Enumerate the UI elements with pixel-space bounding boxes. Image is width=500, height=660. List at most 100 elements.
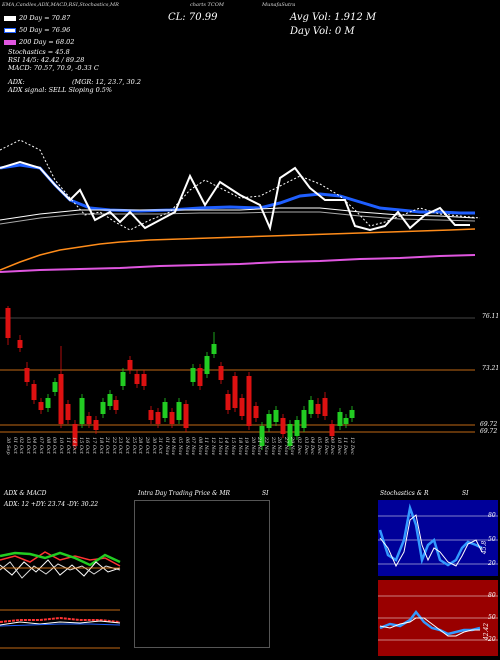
candle-body — [58, 374, 64, 424]
date-label: 03 Oct — [24, 437, 31, 454]
candle-body — [169, 412, 175, 424]
candle-body — [218, 366, 224, 380]
legend-ema20-text: 20 Day = 70.87 — [19, 14, 71, 22]
candle-body — [253, 406, 259, 418]
date-label: 09 Oct — [51, 437, 58, 454]
candles — [5, 306, 355, 450]
date-label: 18 Nov — [236, 437, 243, 456]
macd-white-line — [0, 620, 121, 626]
date-label: 07 Oct — [38, 437, 45, 454]
date-label: 06 Nov — [183, 437, 190, 456]
date-label: 09 Dec — [329, 437, 336, 455]
date-label: 10 Oct — [57, 437, 64, 454]
candle-body — [294, 420, 300, 436]
candle-body — [329, 424, 335, 436]
price-dotted-line — [0, 139, 481, 231]
adx-white-line — [0, 559, 121, 577]
rsi-value: 42.42 — [483, 622, 491, 641]
macd-red-line — [0, 616, 121, 623]
candle-body — [190, 368, 196, 382]
date-label: 14 Oct — [71, 437, 78, 454]
date-label: 12 Dec — [349, 437, 355, 455]
avg-volume-label: Avg Vol: 1.912 M — [290, 12, 377, 23]
date-label: 04 Dec — [309, 437, 316, 455]
adx-panel-values: ADX: 12 +DY: 23.74 -DY: 30.22 — [4, 501, 99, 508]
legend-ema200-text: 200 Day = 68.02 — [19, 38, 75, 46]
candle-body — [301, 410, 307, 428]
date-label: 24 Oct — [124, 437, 131, 454]
ema50-swatch — [4, 27, 16, 33]
date-label: 05 Nov — [177, 437, 183, 456]
date-label: 13 Nov — [216, 437, 223, 456]
candle-body — [5, 308, 11, 338]
legend-adx-signal: ADX signal: SELL Sloping 0.5% — [8, 86, 113, 94]
price-label-3: 69.72 — [480, 421, 498, 428]
candle-body — [197, 368, 203, 386]
candle-body — [211, 344, 217, 354]
stoch-panel-si: SI — [462, 490, 469, 497]
day-volume-label: Day Vol: 0 M — [290, 26, 355, 37]
candle-body — [225, 394, 231, 410]
orange-line — [0, 228, 476, 271]
legend-macd: MACD: 70.57, 70.9, -0.33 C — [8, 64, 99, 72]
ema-lines — [0, 139, 481, 273]
candle-body — [45, 398, 51, 408]
price-close-line — [0, 160, 470, 232]
candle-body — [127, 360, 133, 370]
date-label: 16 Oct — [84, 437, 91, 454]
candle-body — [349, 410, 355, 418]
stoch-k-line — [378, 503, 483, 567]
date-label: 18 Oct — [97, 437, 104, 454]
candle-body — [308, 400, 314, 414]
candle-body — [266, 414, 272, 428]
candle-body — [280, 418, 286, 434]
candle-body — [246, 376, 252, 426]
rsi-white-line — [379, 617, 480, 637]
header-chart-name: charts TCOM — [190, 2, 224, 8]
candle-body — [141, 374, 147, 386]
date-label: 12 Nov — [210, 437, 217, 456]
candle-body — [155, 412, 161, 424]
candle-body — [79, 398, 85, 424]
date-label: 02 Oct — [18, 437, 25, 454]
macd-blue-line — [0, 623, 121, 627]
legend-ema50-text: 50 Day = 76.96 — [19, 26, 71, 34]
date-label: 10 Dec — [335, 437, 342, 455]
price-label-4: 69.72 — [480, 428, 498, 435]
candle-body — [86, 416, 92, 424]
date-label: 22 Nov — [263, 437, 269, 456]
rsi-tick-80: 80 — [488, 592, 496, 599]
intraday-panel-si: SI — [262, 490, 269, 497]
date-label: 01 Nov — [163, 437, 170, 456]
legend-adx: ADX: — [8, 78, 25, 86]
date-label: 11 Dec — [342, 437, 349, 455]
stoch-tick-80: 80 — [488, 512, 496, 519]
candle-body — [31, 384, 37, 400]
date-label: 31 Oct — [157, 437, 164, 454]
date-label: 02 Dec — [296, 437, 303, 455]
candle-body — [72, 424, 78, 446]
date-label: 08 Nov — [196, 437, 203, 456]
candle-body — [113, 400, 119, 410]
legend-adx-values: (MGR: 12, 23.7, 30.2 — [72, 78, 142, 86]
date-label: 14 Nov — [223, 437, 230, 456]
date-label: 25 Oct — [130, 437, 137, 454]
adx-white-line-2 — [0, 561, 121, 579]
candle-body — [100, 402, 106, 414]
date-label: 04 Nov — [170, 437, 177, 456]
candle-body — [17, 340, 23, 348]
rsi-line — [379, 609, 481, 636]
date-label: 27 Nov — [282, 437, 289, 456]
candle-body — [24, 368, 30, 382]
candle-body — [176, 402, 182, 420]
date-label: 05 Dec — [315, 437, 322, 455]
ema50-line — [0, 163, 475, 215]
rsi-tick-20: 20 — [488, 636, 496, 643]
date-label: 30 Sep — [5, 437, 11, 455]
candle-body — [107, 394, 113, 406]
candle-area — [0, 317, 475, 433]
legend-ema200: 200 Day = 68.02 — [4, 38, 74, 46]
stoch-panel-bg — [378, 500, 498, 576]
adx-panel-lines — [0, 551, 121, 649]
